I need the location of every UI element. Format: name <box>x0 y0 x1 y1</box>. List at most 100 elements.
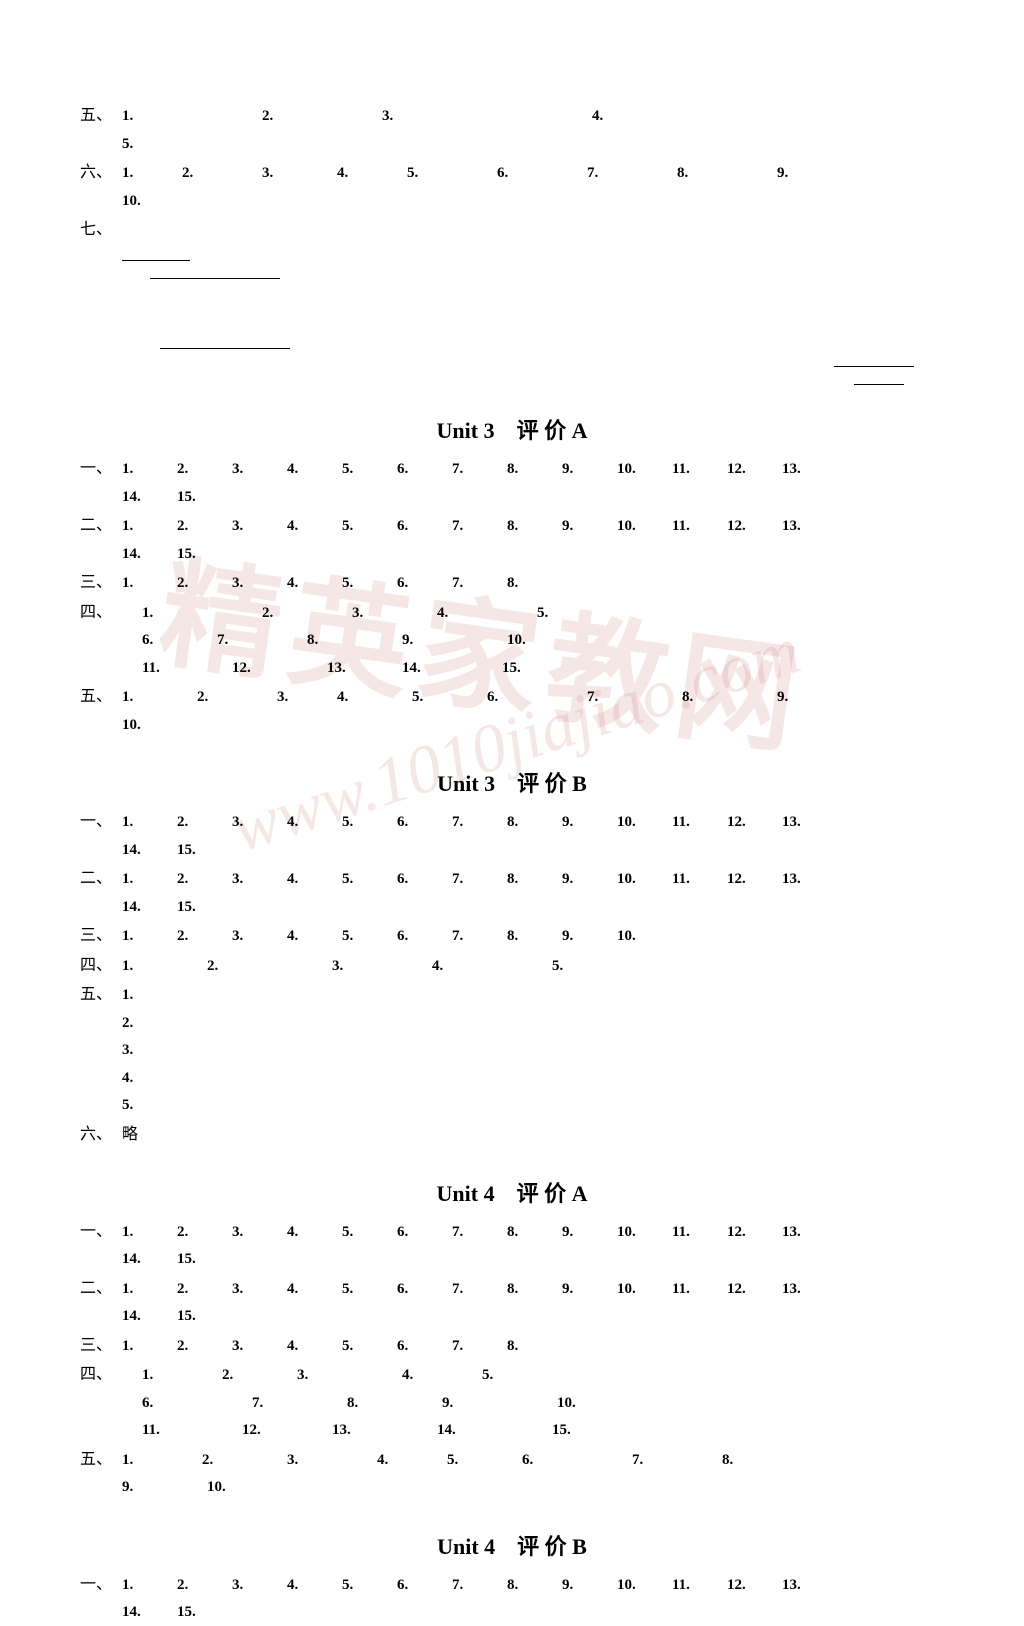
answer-num: 2. <box>202 1448 287 1474</box>
answer-num: 15. <box>177 1247 196 1273</box>
u3b-row-5: 五、 1. <box>80 981 944 1009</box>
answer-num: 3. <box>232 867 287 893</box>
answer-num: 3. <box>232 514 287 540</box>
answer-num: 6. <box>397 1573 452 1599</box>
u4a-row-1-cont: 14. 15. <box>80 1247 944 1273</box>
answer-num: 7. <box>452 571 507 597</box>
row-label: 五、 <box>80 683 122 710</box>
page-content: 五、 1. 2. 3. 4. 5. 六、 1. 2. 3. 4. 5. 6. 7… <box>80 102 944 1626</box>
answer-num: 1. <box>122 1573 177 1599</box>
row-label: 六、 <box>80 159 122 186</box>
answer-num: 8. <box>507 867 562 893</box>
answer-num: 6. <box>142 628 217 654</box>
u4a-row-4c: 11. 12. 13. 14. 15. <box>80 1418 944 1444</box>
answer-num: 10. <box>617 810 672 836</box>
answer-num: 7. <box>452 514 507 540</box>
answer-num: 12. <box>727 810 782 836</box>
u4a-row-3: 三、 1. 2. 3. 4. 5. 6. 7. 8. <box>80 1332 944 1360</box>
row-label: 二、 <box>80 512 122 539</box>
answer-num: 4. <box>287 1334 342 1360</box>
row-label: 三、 <box>80 1332 122 1359</box>
answer-num: 3. <box>122 1038 133 1064</box>
answer-num: 2. <box>177 1334 232 1360</box>
u4a-row-5-cont: 9. 10. <box>80 1475 944 1501</box>
u3b-row-1: 一、 1. 2. 3. 4. 5. 6. 7. 8. 9. 10. 11. 12… <box>80 808 944 836</box>
answer-num: 2. <box>177 514 232 540</box>
answer-num: 1. <box>122 1334 177 1360</box>
answer-num: 10. <box>207 1475 226 1501</box>
answer-num: 1. <box>122 867 177 893</box>
answer-num: 2. <box>177 571 232 597</box>
answer-num: 14. <box>122 1247 177 1273</box>
answer-num: 13. <box>782 810 801 836</box>
answer-num: 10. <box>617 1573 672 1599</box>
section-title-unit3b: Unit 3 评 价 B <box>80 766 944 798</box>
answer-num: 5. <box>122 1093 133 1119</box>
answer-num: 10. <box>617 1277 672 1303</box>
top-row-7: 七、 <box>80 216 944 243</box>
answer-num: 2. <box>222 1363 297 1389</box>
answer-num: 7. <box>252 1391 347 1417</box>
answer-num: 4. <box>287 867 342 893</box>
answer-num: 7. <box>452 1220 507 1246</box>
u3a-row-2: 二、 1. 2. 3. 4. 5. 6. 7. 8. 9. 10. 11. 12… <box>80 512 944 540</box>
answer-num: 13. <box>782 867 801 893</box>
answer-num: 10. <box>507 628 526 654</box>
u3b-row-5-cont: 3. <box>80 1038 944 1064</box>
answer-num: 5. <box>407 161 497 187</box>
answer-num: 3. <box>232 924 287 950</box>
answer-num: 6. <box>487 685 587 711</box>
u3a-row-4: 四、 1. 2. 3. 4. 5. <box>80 599 944 627</box>
answer-num: 9. <box>402 628 507 654</box>
answer-num: 1. <box>122 514 177 540</box>
answer-num: 1. <box>122 104 262 130</box>
answer-num: 1. <box>122 983 133 1009</box>
answer-num: 11. <box>672 867 727 893</box>
answer-num: 7. <box>587 161 677 187</box>
answer-num: 2. <box>177 1277 232 1303</box>
top-row-6: 六、 1. 2. 3. 4. 5. 6. 7. 8. 9. <box>80 159 944 187</box>
answer-num: 5. <box>537 601 548 627</box>
section-title-unit4a: Unit 4 评 价 A <box>80 1176 944 1208</box>
answer-num: 15. <box>502 656 521 682</box>
u3a-row-4b: 6. 7. 8. 9. 10. <box>80 628 944 654</box>
answer-num: 4. <box>287 1277 342 1303</box>
answer-num: 8. <box>507 571 518 597</box>
u4b-row-1: 一、 1. 2. 3. 4. 5. 6. 7. 8. 9. 10. 11. 12… <box>80 1571 944 1599</box>
answer-num: 8. <box>507 924 562 950</box>
answer-text: 略 <box>122 1121 138 1148</box>
row-label: 五、 <box>80 981 122 1008</box>
u3b-row-6: 六、 略 <box>80 1121 944 1148</box>
answer-num: 11. <box>672 1573 727 1599</box>
row-label: 二、 <box>80 865 122 892</box>
u3b-row-5-cont: 2. <box>80 1011 944 1037</box>
u3b-row-5-cont: 5. <box>80 1093 944 1119</box>
answer-num: 8. <box>507 514 562 540</box>
answer-num: 2. <box>207 954 332 980</box>
u4a-row-2: 二、 1. 2. 3. 4. 5. 6. 7. 8. 9. 10. 11. 12… <box>80 1275 944 1303</box>
answer-num: 3. <box>232 1573 287 1599</box>
top-row-5-cont: 5. <box>80 132 944 158</box>
answer-num: 1. <box>122 457 177 483</box>
answer-num: 9. <box>562 514 617 540</box>
answer-num: 1. <box>142 601 262 627</box>
answer-num: 3. <box>297 1363 402 1389</box>
answer-num: 5. <box>447 1448 522 1474</box>
answer-num: 3. <box>232 1334 287 1360</box>
answer-num: 13. <box>782 457 801 483</box>
u4a-row-4b: 6. 7. 8. 9. 10. <box>80 1391 944 1417</box>
answer-num: 14. <box>122 542 177 568</box>
answer-num: 14. <box>122 895 177 921</box>
answer-num: 11. <box>142 1418 242 1444</box>
answer-num: 6. <box>497 161 587 187</box>
answer-num: 15. <box>177 895 196 921</box>
answer-num: 11. <box>142 656 232 682</box>
answer-num: 5. <box>342 1277 397 1303</box>
answer-num: 4. <box>287 810 342 836</box>
answer-num: 14. <box>402 656 502 682</box>
answer-num: 9. <box>562 810 617 836</box>
answer-num: 9. <box>562 1220 617 1246</box>
answer-num: 4. <box>592 104 603 130</box>
answer-num: 9. <box>122 1475 207 1501</box>
answer-num: 3. <box>277 685 337 711</box>
